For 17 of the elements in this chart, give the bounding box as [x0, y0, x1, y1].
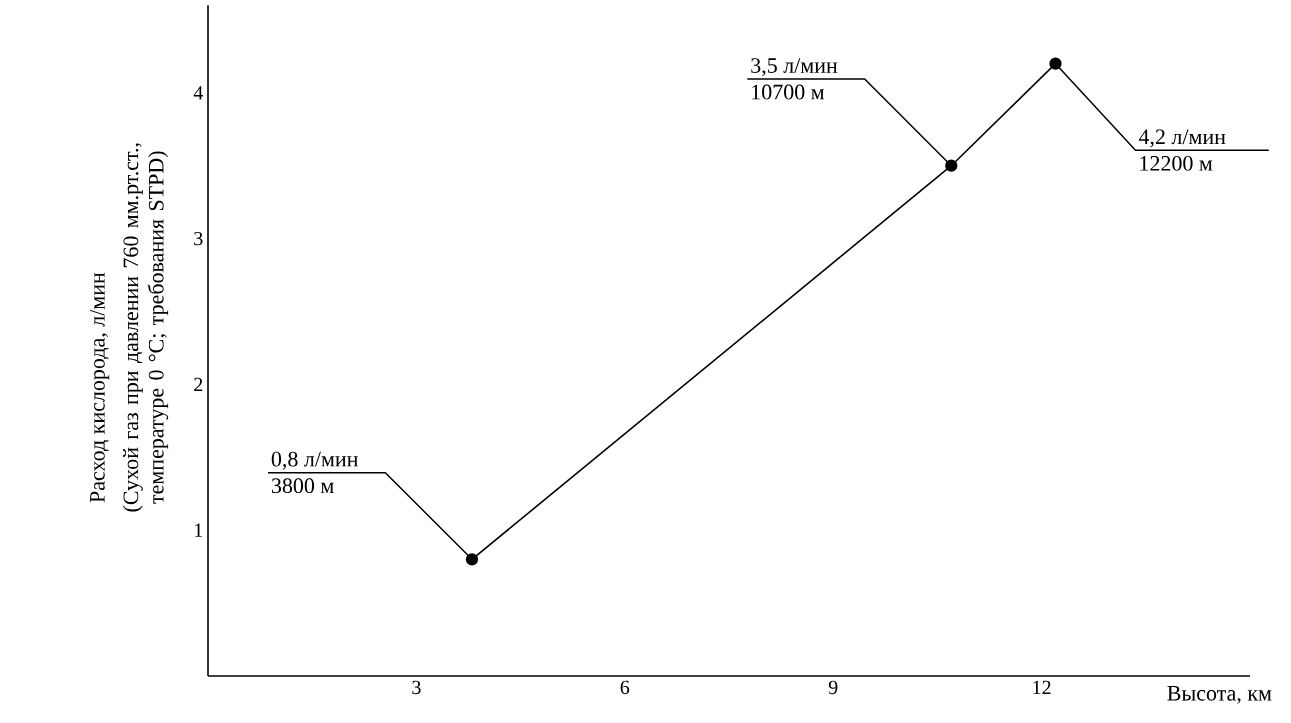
text: (Сухой газ при давлении 760 мм.рт.ст., температуре 0 °С; требования STPD) [122, 143, 169, 512]
annotation: 10700 м [752, 84, 825, 100]
x-tick-label: 12 [1033, 680, 1051, 694]
x-axis-title: Высота, км [1167, 686, 1272, 704]
y-tick-label: 1 [195, 523, 203, 537]
x-tick-label: 9 [828, 680, 838, 695]
x-tick-label: 6 [620, 680, 630, 695]
y-tick-label: 4 [193, 86, 203, 100]
y-axis-title: Расход кислорода, л/мин [90, 272, 110, 503]
x-tick-label: 3 [412, 680, 421, 695]
annotation: 12200 м [1140, 155, 1213, 171]
annotation: 4,2 л/мин [1138, 129, 1226, 148]
annotation: 3,5 л/мин [751, 58, 838, 77]
annotation: 0,8 л/мин [271, 451, 358, 470]
y-tick-label: 2 [194, 377, 203, 392]
y-tick-label: 3 [194, 231, 203, 246]
annotation: 3800 м [271, 478, 334, 494]
